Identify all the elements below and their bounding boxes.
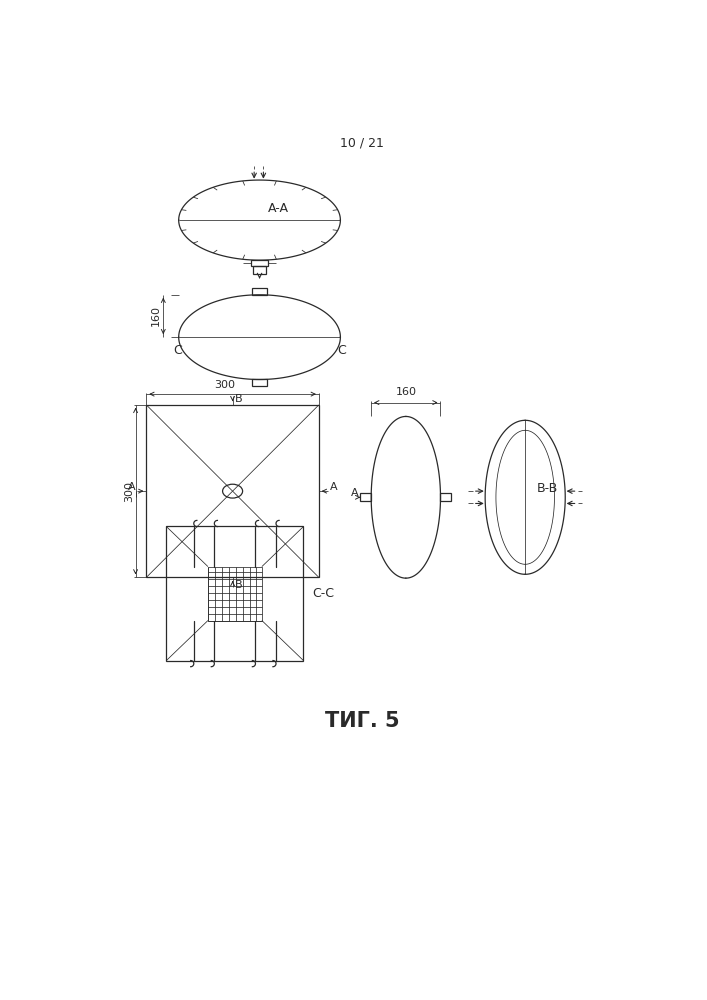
Bar — [440, 493, 451, 501]
Bar — [253, 266, 266, 274]
Text: ΤИГ. 5: ΤИГ. 5 — [325, 711, 399, 731]
Text: 300: 300 — [214, 379, 235, 389]
Text: 160: 160 — [395, 387, 416, 397]
Text: C-C: C-C — [312, 587, 334, 600]
Text: 300: 300 — [124, 481, 134, 502]
Text: A: A — [128, 482, 136, 492]
Text: C: C — [337, 344, 346, 357]
Text: 160: 160 — [151, 305, 160, 326]
Bar — [208, 567, 262, 620]
Text: B: B — [235, 394, 243, 404]
Bar — [146, 405, 319, 577]
Text: C: C — [173, 344, 182, 357]
Text: A-A: A-A — [268, 202, 289, 215]
Bar — [166, 526, 303, 661]
Text: B: B — [235, 580, 243, 590]
Text: A: A — [351, 488, 358, 498]
Bar — [252, 379, 267, 386]
Bar — [251, 260, 268, 266]
Text: A: A — [329, 482, 337, 492]
Bar — [361, 493, 371, 501]
Text: 10 / 21: 10 / 21 — [340, 137, 384, 150]
Bar — [252, 288, 267, 295]
Text: B-B: B-B — [537, 482, 558, 495]
